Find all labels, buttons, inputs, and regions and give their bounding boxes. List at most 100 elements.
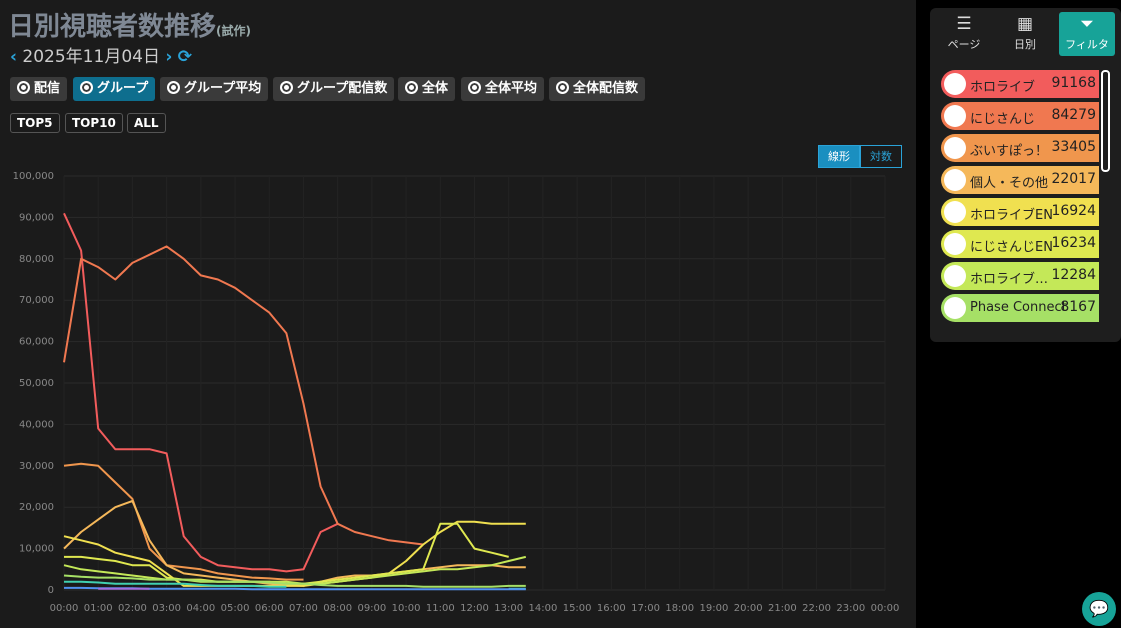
legend-total: 22017	[1051, 171, 1096, 187]
x-tick-label: 01:00	[84, 603, 113, 614]
series-line	[63, 555, 527, 585]
legend-total: 91168	[1051, 75, 1096, 91]
x-tick-label: 11:00	[426, 603, 455, 614]
radio	[468, 81, 481, 94]
legend-name: 個人・その他	[970, 176, 1049, 191]
main: 日別視聴者数推移(試作) ‹ 2025年11月04日 › ⟳ 配信 グループ グルー…	[0, 0, 916, 628]
y-tick-label: 70,000	[19, 295, 54, 306]
legend-icon	[944, 297, 966, 319]
legend-item[interactable]: ぶいすぽっ！ 33405	[941, 134, 1099, 162]
x-tick-label: 07:00	[289, 603, 318, 614]
y-tick-label: 30,000	[19, 461, 54, 472]
x-tick-label: 18:00	[665, 603, 694, 614]
mode-label: グループ平均	[184, 81, 262, 96]
mode-button[interactable]: グループ平均	[160, 77, 269, 101]
legend-item[interactable]: ホロライブ… 12284	[941, 262, 1099, 290]
series-line	[64, 580, 526, 590]
x-tick-label: 16:00	[597, 603, 626, 614]
rank-button[interactable]: ALL	[127, 113, 166, 133]
mode-label: 配信	[34, 81, 61, 96]
x-tick-label: 20:00	[734, 603, 763, 614]
date-bar: ‹ 2025年11月04日 › ⟳	[10, 42, 192, 67]
legend-total: 16924	[1051, 203, 1096, 219]
chat-button[interactable]: 💬	[1082, 592, 1116, 626]
y-tick-label: 0	[48, 585, 54, 596]
legend-name: にじさんじ	[970, 112, 1036, 127]
legend-name: ホロライブ	[970, 80, 1036, 95]
mode-button[interactable]: 全体	[398, 77, 456, 101]
mode-button[interactable]: グループ	[73, 77, 156, 101]
x-tick-label: 02:00	[118, 603, 147, 614]
x-tick-label: 10:00	[392, 603, 421, 614]
legend-total: 16234	[1051, 235, 1096, 251]
refresh[interactable]: ⟳	[177, 47, 193, 67]
title: 日別視聴者数推移	[8, 12, 217, 42]
x-tick-label: 00:00	[50, 603, 79, 614]
series-line	[64, 586, 526, 591]
x-tick-label: 17:00	[631, 603, 660, 614]
radio	[280, 81, 293, 94]
mode-button[interactable]: 配信	[10, 77, 68, 101]
series-line	[63, 520, 526, 587]
y-tick-label: 100,000	[13, 171, 54, 182]
nav-page[interactable]: ☰ ページ	[947, 14, 981, 51]
y-tick-label: 90,000	[19, 212, 54, 223]
legend-item[interactable]: ホロライブEN 16924	[941, 198, 1099, 226]
legend-item[interactable]: 個人・その他 22017	[941, 166, 1099, 194]
nav-label: ページ	[947, 38, 981, 51]
date: 2025年11月04日	[22, 47, 160, 67]
nav-daily[interactable]: ▦ 日別	[1014, 14, 1036, 51]
legend-icon	[944, 201, 966, 223]
next[interactable]: ›	[165, 47, 173, 67]
legend-total: 8167	[1060, 299, 1096, 315]
legend-name: にじさんじEN	[970, 240, 1053, 255]
legend-icon	[944, 233, 966, 255]
legend-icon	[944, 73, 966, 95]
legend-name: ホロライブ…	[970, 272, 1049, 287]
radio	[556, 81, 569, 94]
y-tick-label: 40,000	[19, 419, 54, 430]
legend-icon	[944, 105, 966, 127]
legend-name: ホロライブEN	[970, 208, 1053, 223]
series-line	[63, 574, 526, 588]
series-line	[64, 522, 509, 585]
legend-item[interactable]: にじさんじEN 16234	[941, 230, 1099, 258]
sidebar: ☰ ページ ▦ 日別 ⏷ フィルタ ホロライブ 91168 にじさんじ 84279 ぶいすぽっ…	[930, 8, 1121, 342]
series-line	[63, 212, 339, 573]
mode-button[interactable]: 全体平均	[461, 77, 545, 101]
prev[interactable]: ‹	[10, 47, 18, 67]
legend-item[interactable]: Phase Connect 8167	[941, 294, 1099, 322]
x-tick-label: 06:00	[255, 603, 284, 614]
scale-button[interactable]: 線形	[818, 145, 860, 168]
legend-name: ぶいすぽっ！	[970, 144, 1049, 159]
mode-button[interactable]: 全体配信数	[549, 77, 646, 101]
legend-icon	[944, 265, 966, 287]
x-tick-label: 22:00	[802, 603, 831, 614]
mode-label: グループ配信数	[297, 81, 388, 96]
x-tick-label: 09:00	[357, 603, 386, 614]
x-tick-label: 23:00	[836, 603, 865, 614]
y-tick-label: 80,000	[19, 254, 54, 265]
scale-button[interactable]: 対数	[860, 145, 902, 168]
x-tick-label: 04:00	[186, 603, 215, 614]
mode-button[interactable]: グループ配信数	[273, 77, 395, 101]
mode-label: 全体	[422, 81, 449, 96]
y-tick-label: 10,000	[19, 544, 54, 555]
rank-button[interactable]: TOP10	[65, 113, 123, 133]
radio	[405, 81, 418, 94]
nav-filter[interactable]: ⏷ フィルタ	[1059, 12, 1115, 56]
x-tick-label: 03:00	[152, 603, 181, 614]
rank-button[interactable]: TOP5	[10, 113, 60, 133]
title-block: 日別視聴者数推移(試作)	[8, 6, 251, 43]
x-tick-label: 15:00	[563, 603, 592, 614]
x-tick-label: 21:00	[768, 603, 797, 614]
legend-item[interactable]: ホロライブ 91168	[941, 70, 1099, 98]
series-line	[63, 462, 304, 581]
y-tick-label: 60,000	[19, 337, 54, 348]
nav-label: フィルタ	[1065, 38, 1109, 51]
series-line	[63, 245, 424, 546]
legend-item[interactable]: にじさんじ 84279	[941, 102, 1099, 130]
legend-total: 33405	[1051, 139, 1096, 155]
mode-label: 全体平均	[485, 81, 538, 96]
